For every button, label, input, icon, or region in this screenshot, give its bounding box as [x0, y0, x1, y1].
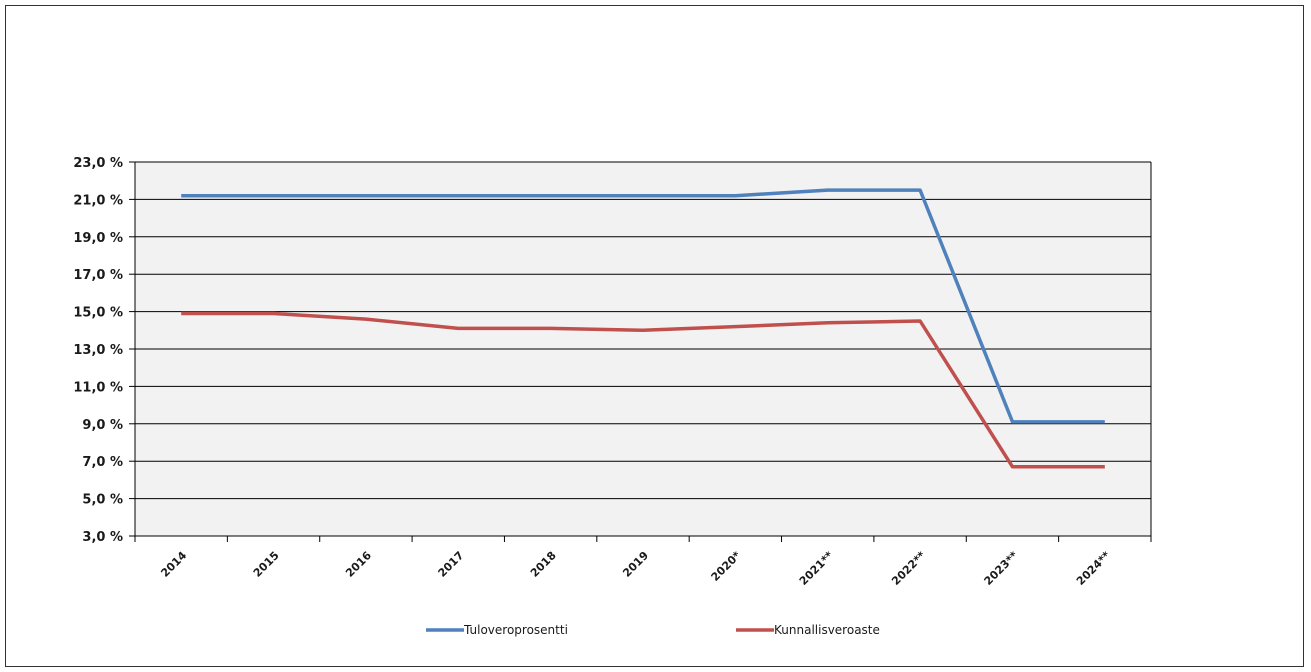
- y-tick-label: 21,0 %: [73, 193, 123, 208]
- y-tick-label: 13,0 %: [73, 343, 123, 358]
- x-tick-label: 2019: [620, 549, 651, 580]
- series-lines: [181, 188, 1105, 469]
- x-tick-label: 2021**: [797, 549, 836, 588]
- series-line-1: [181, 188, 1105, 424]
- x-axis-tick-labels: 2014 2015 2016 2017 2018 2019 2020* 2021** 2022*…: [158, 549, 1113, 588]
- chart-frame: 3,0 % 5,0 % 7,0 % 9,0 % 11,0 % 13,0 % 15,0 % 17…: [5, 5, 1304, 667]
- gridlines: [135, 161, 1151, 537]
- y-tick-label: 7,0 %: [82, 455, 123, 470]
- y-tick-label: 23,0 %: [73, 156, 123, 171]
- series-line-2: [181, 311, 1105, 469]
- axes: [129, 161, 1152, 542]
- y-tick-label: 3,0 %: [82, 530, 123, 545]
- y-tick-label: 5,0 %: [82, 493, 123, 508]
- x-tick-label: 2024**: [1074, 549, 1113, 588]
- x-tick-label: 2022**: [889, 549, 928, 588]
- x-tick-label: 2016: [343, 549, 374, 580]
- x-tick-label: 2020*: [709, 549, 744, 584]
- x-tick-label: 2023**: [982, 549, 1021, 588]
- legend-label-1: Tuloveroprosentti: [463, 623, 568, 637]
- x-tick-label: 2015: [251, 549, 282, 580]
- legend: Tuloveroprosentti Kunnallisveroaste: [426, 623, 880, 637]
- y-tick-label: 11,0 %: [73, 380, 123, 395]
- y-tick-label: 19,0 %: [73, 231, 123, 246]
- x-tick-label: 2018: [528, 549, 559, 580]
- y-tick-label: 15,0 %: [73, 306, 123, 321]
- legend-label-2: Kunnallisveroaste: [774, 623, 880, 637]
- y-tick-label: 17,0 %: [73, 268, 123, 283]
- x-tick-label: 2017: [436, 549, 467, 580]
- line-chart: 3,0 % 5,0 % 7,0 % 9,0 % 11,0 % 13,0 % 15,0 % 17…: [73, 156, 1152, 637]
- y-axis-tick-labels: 3,0 % 5,0 % 7,0 % 9,0 % 11,0 % 13,0 % 15,0 % 17…: [73, 156, 123, 545]
- y-tick-label: 9,0 %: [82, 418, 123, 433]
- x-tick-label: 2014: [158, 549, 189, 580]
